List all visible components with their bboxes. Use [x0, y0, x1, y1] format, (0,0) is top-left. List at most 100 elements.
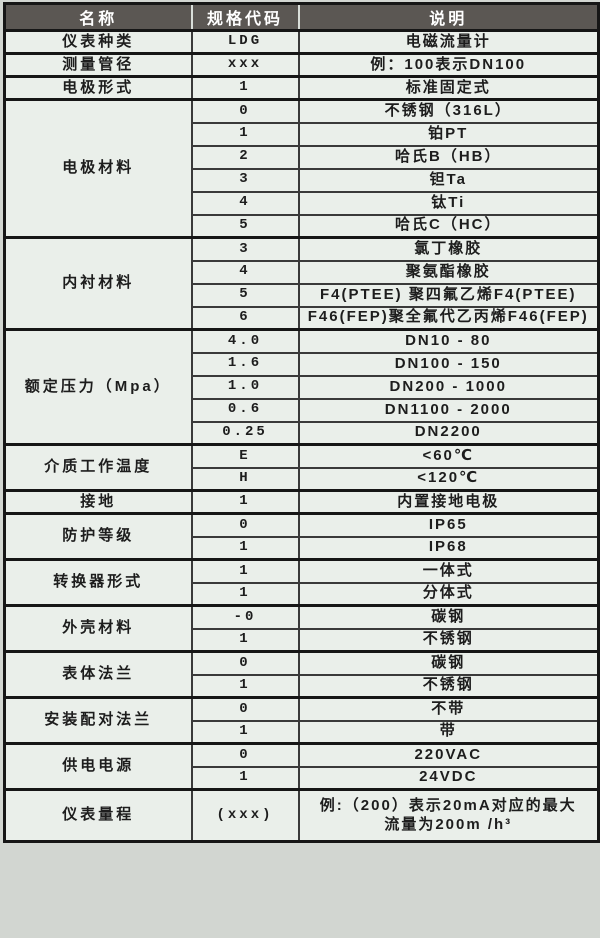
spec-code-cell: 1: [190, 627, 300, 653]
spec-code-cell: 0: [190, 696, 300, 722]
table-row: 防护等级 0 IP65: [3, 512, 600, 561]
spec-code-cell: E: [190, 443, 300, 469]
table-row: 电极材料 0 不锈钢（316L）: [3, 98, 600, 239]
table-row: 5 F4(PTEE) 聚四氟乙烯F4(PTEE): [5, 282, 600, 308]
flowmeter-spec-table: 名称 规格代码 说明 仪表种类 LDG 电磁流量计 测量管径 xxx 例：100表示DN1…: [3, 2, 600, 843]
table-row: 1 IP68: [5, 535, 600, 561]
spec-description-cell: DN2200: [297, 420, 600, 446]
spec-name-cell: 防护等级: [3, 512, 193, 561]
spec-description-cell: 例:（200）表示20mA对应的最大 流量为200m /h³: [297, 788, 600, 843]
table-row: 5 哈氏C（HC）: [5, 213, 600, 239]
spec-code-cell: 1: [190, 719, 300, 745]
spec-name-cell: 表体法兰: [3, 650, 193, 699]
spec-code-cell: 1: [190, 581, 300, 607]
spec-code-cell: 1.0: [190, 374, 300, 400]
spec-code-cell: 1: [190, 673, 300, 699]
spec-code-cell: 0: [190, 742, 300, 768]
spec-code-cell: 2: [190, 144, 300, 170]
spec-code-cell: 3: [190, 236, 300, 262]
spec-code-cell: 1: [190, 535, 300, 561]
table-row: 电极形式 1 标准固定式: [3, 75, 600, 101]
column-header-code: 规格代码: [190, 3, 300, 32]
spec-code-cell: 0: [190, 512, 300, 538]
spec-description-cell: 碳钢: [297, 604, 600, 630]
spec-description-cell: 哈氏B（HB）: [297, 144, 600, 170]
spec-description-line: 流量为200m /h³: [384, 815, 513, 833]
spec-description-cell: 电磁流量计: [297, 29, 600, 55]
table-row: 1 不锈钢: [5, 673, 600, 699]
table-row: 转换器形式 1 一体式: [3, 558, 600, 607]
spec-code-cell: 4: [190, 190, 300, 216]
spec-description-cell: 内置接地电极: [297, 489, 600, 515]
spec-name-cell: 电极形式: [3, 75, 193, 101]
spec-description-cell: 分体式: [297, 581, 600, 607]
spec-code-cell: 4.0: [190, 328, 300, 354]
table-row: 安装配对法兰 0 不带: [3, 696, 600, 745]
spec-description-cell: DN10 - 80: [297, 328, 600, 354]
spec-description-cell: DN100 - 150: [297, 351, 600, 377]
spec-code-cell: 1: [190, 75, 300, 101]
spec-description-cell: 不锈钢: [297, 673, 600, 699]
spec-description-cell: 铂PT: [297, 121, 600, 147]
spec-name-cell: 介质工作温度: [3, 443, 193, 492]
table-row: 外壳材料 -0 碳钢: [3, 604, 600, 653]
spec-description-cell: 不带: [297, 696, 600, 722]
spec-name-cell: 内衬材料: [3, 236, 193, 331]
table-row: H <120℃: [5, 466, 600, 492]
table-row: 测量管径 xxx 例：100表示DN100: [3, 52, 600, 78]
table-row: 6 F46(FEP)聚全氟代乙丙烯F46(FEP): [5, 305, 600, 331]
spec-code-cell: 5: [190, 213, 300, 239]
spec-name-cell: 外壳材料: [3, 604, 193, 653]
table-row: 内衬材料 3 氯丁橡胶: [3, 236, 600, 331]
spec-name-cell: 测量管径: [3, 52, 193, 78]
spec-code-cell: 1: [190, 765, 300, 791]
table-row: 仪表量程 (xxx) 例:（200）表示20mA对应的最大 流量为200m /h³: [3, 788, 600, 843]
spec-code-cell: LDG: [190, 29, 300, 55]
spec-name-cell: 仪表量程: [3, 788, 193, 843]
spec-description-cell: 钽Ta: [297, 167, 600, 193]
column-header-description: 说明: [297, 3, 599, 32]
spec-name-cell: 仪表种类: [3, 29, 193, 55]
spec-code-cell: 3: [190, 167, 300, 193]
spec-description-cell: 钛Ti: [297, 190, 600, 216]
spec-description-cell: 一体式: [297, 558, 600, 584]
table-row: 4 钛Ti: [5, 190, 600, 216]
spec-description-cell: DN1100 - 2000: [297, 397, 600, 423]
spec-code-cell: 0.6: [190, 397, 300, 423]
spec-code-cell: 1: [190, 489, 300, 515]
spec-code-cell: (xxx): [190, 788, 300, 843]
spec-name-cell: 供电电源: [3, 742, 193, 791]
spec-code-cell: H: [190, 466, 300, 492]
spec-description-cell: F4(PTEE) 聚四氟乙烯F4(PTEE): [297, 282, 600, 308]
spec-code-cell: 0: [190, 98, 300, 124]
spec-code-cell: 1: [190, 558, 300, 584]
table-row: 接地 1 内置接地电极: [3, 489, 600, 515]
table-body: 仪表种类 LDG 电磁流量计 测量管径 xxx 例：100表示DN100 电极形式 1 标准固定…: [3, 29, 600, 843]
spec-code-cell: 5: [190, 282, 300, 308]
spec-description-line: 例:（200）表示20mA对应的最大: [319, 796, 577, 814]
spec-code-cell: 1: [190, 121, 300, 147]
spec-description-cell: 带: [297, 719, 600, 745]
spec-description-cell: 220VAC: [297, 742, 600, 768]
spec-description-cell: 24VDC: [297, 765, 600, 791]
table-row: 1 分体式: [5, 581, 600, 607]
spec-name-cell: 额定压力（Mpa）: [3, 328, 193, 446]
spec-name-cell: 接地: [3, 489, 193, 515]
spec-description-cell: 不锈钢（316L）: [297, 98, 600, 124]
table-row: 2 哈氏B（HB）: [5, 144, 600, 170]
table-row: 1 不锈钢: [5, 627, 600, 653]
table-row: 介质工作温度 E <60℃: [3, 443, 600, 492]
spec-description-cell: F46(FEP)聚全氟代乙丙烯F46(FEP): [297, 305, 600, 331]
spec-code-cell: 6: [190, 305, 300, 331]
spec-name-cell: 安装配对法兰: [3, 696, 193, 745]
table-row: 1 24VDC: [5, 765, 600, 791]
spec-description-cell: 碳钢: [297, 650, 600, 676]
spec-description-cell: DN200 - 1000: [297, 374, 600, 400]
spec-description-cell: 氯丁橡胶: [297, 236, 600, 262]
table-row: 供电电源 0 220VAC: [3, 742, 600, 791]
table-header-row: 名称 规格代码 说明: [4, 3, 599, 32]
table-row: 表体法兰 0 碳钢: [3, 650, 600, 699]
table-row: 4 聚氨酯橡胶: [5, 259, 600, 285]
